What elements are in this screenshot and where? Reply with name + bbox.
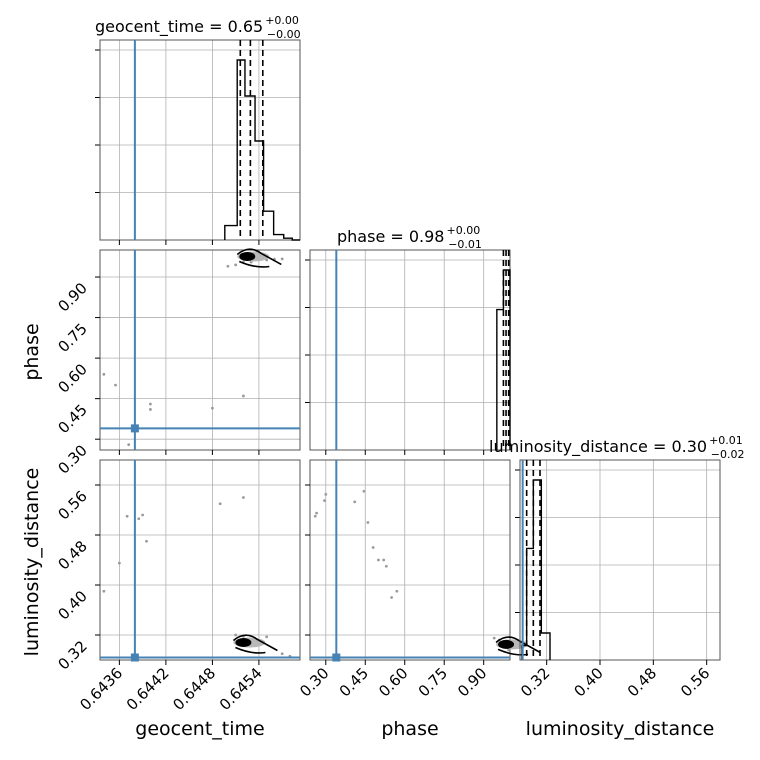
title-geocent-time: geocent_time = 0.65 +0.00 −0.00	[95, 14, 301, 41]
sample-point	[313, 514, 317, 518]
title-luminosity-distance: luminosity_distance = 0.30 +0.01 −0.02	[489, 434, 745, 461]
title-phase-lower: −0.01	[448, 238, 482, 251]
sample-point	[390, 596, 393, 599]
sample-point	[148, 408, 152, 411]
sample-point	[234, 263, 238, 267]
panel-frame	[99, 459, 301, 661]
density-contour	[236, 248, 282, 268]
x-tick-label: 0.45	[336, 664, 372, 700]
truth-marker	[130, 424, 139, 433]
title-geocent-time-upper: +0.00	[265, 14, 299, 27]
y-tick-label: 0.30	[54, 441, 90, 477]
panel-frame	[99, 249, 301, 451]
y-tick-label: 0.56	[54, 487, 90, 523]
sample-point	[148, 402, 152, 406]
density-core	[239, 251, 256, 261]
title-phase: phase = 0.98 +0.00 −0.01	[337, 224, 482, 251]
y-axis-label-luminosity-distance: luminosity_distance	[21, 468, 43, 657]
density-contour	[232, 634, 278, 654]
sample-point	[211, 406, 214, 410]
sample-point	[353, 500, 357, 504]
sample-point	[315, 511, 318, 515]
sample-point	[324, 492, 328, 496]
panel-phase-histogram	[305, 249, 511, 455]
x-tick-label: 0.48	[624, 664, 660, 700]
panel-frame	[519, 459, 721, 661]
y-tick-label: 0.90	[54, 279, 90, 315]
sample-point	[234, 633, 238, 637]
panel-phase-vs-luminosity-distance: 0.30 0.45 0.60 0.75 0.90	[296, 459, 541, 700]
sample-point	[145, 539, 148, 543]
x-axis-label-phase: phase	[381, 718, 438, 740]
sample-point	[280, 257, 284, 261]
y-tick-label: 0.32	[54, 637, 90, 673]
y-tick-label: 0.45	[54, 401, 90, 437]
x-tick-label: 0.56	[677, 664, 713, 700]
sample-point	[114, 383, 117, 387]
sample-point	[323, 499, 326, 503]
sample-point	[242, 394, 245, 398]
sample-point	[218, 502, 222, 506]
panel-geocent-time-vs-phase: 0.30 0.45 0.60 0.75 0.90	[54, 248, 301, 478]
title-geocent-time-lower: −0.00	[267, 28, 301, 41]
sample-point	[102, 372, 106, 376]
sample-point	[117, 561, 121, 565]
sample-point	[265, 635, 269, 639]
x-tick-label: 0.75	[415, 664, 451, 700]
sample-point	[366, 521, 370, 524]
truth-marker	[130, 653, 139, 662]
sample-point	[127, 443, 131, 446]
histogram-step	[496, 269, 511, 450]
x-tick-label: 0.60	[375, 664, 411, 700]
sample-point	[492, 636, 496, 640]
x-tick-label: 0.40	[570, 664, 606, 700]
y-tick-label: 0.75	[54, 320, 90, 356]
sample-point	[125, 514, 129, 518]
panel-frame	[99, 39, 301, 241]
sample-point	[384, 564, 388, 568]
sample-point	[226, 264, 230, 268]
x-tick-label: 0.90	[454, 664, 490, 700]
x-axis-label-luminosity-distance: luminosity_distance	[526, 718, 715, 740]
panel-frame	[309, 249, 511, 451]
sample-point	[362, 489, 366, 493]
sample-point	[102, 589, 106, 593]
y-axis-label-phase: phase	[21, 323, 43, 380]
density-core	[235, 638, 252, 647]
sample-point	[377, 558, 380, 562]
density-core	[498, 639, 515, 649]
sample-point	[395, 589, 399, 593]
x-tick-label: 0.32	[517, 664, 553, 700]
x-axis-label-geocent-time: geocent_time	[135, 718, 264, 740]
truth-marker	[332, 653, 341, 662]
sample-point	[242, 496, 245, 499]
panel-geocent-time-histogram	[95, 39, 301, 245]
x-tick-label: 0.6448	[169, 664, 219, 714]
y-tick-label: 0.60	[54, 360, 90, 396]
title-luminosity-distance-lower: −0.02	[711, 448, 745, 461]
sample-point	[141, 513, 145, 517]
x-tick-label: 0.6436	[76, 664, 126, 714]
sample-point	[280, 652, 284, 656]
sample-point	[137, 517, 141, 521]
sample-point	[371, 546, 375, 549]
title-phase-upper: +0.00	[446, 224, 480, 237]
sample-point	[382, 558, 386, 562]
x-tick-label: 0.6442	[123, 664, 173, 714]
y-tick-label: 0.48	[54, 537, 90, 573]
y-tick-label: 0.40	[54, 587, 90, 623]
panel-frame	[309, 459, 511, 661]
panel-luminosity-distance-histogram: 0.32 0.40 0.48 0.56	[515, 459, 721, 700]
title-luminosity-distance-upper: +0.01	[709, 434, 743, 447]
x-tick-label: 0.6454	[216, 664, 266, 714]
x-tick-label: 0.30	[296, 664, 332, 700]
